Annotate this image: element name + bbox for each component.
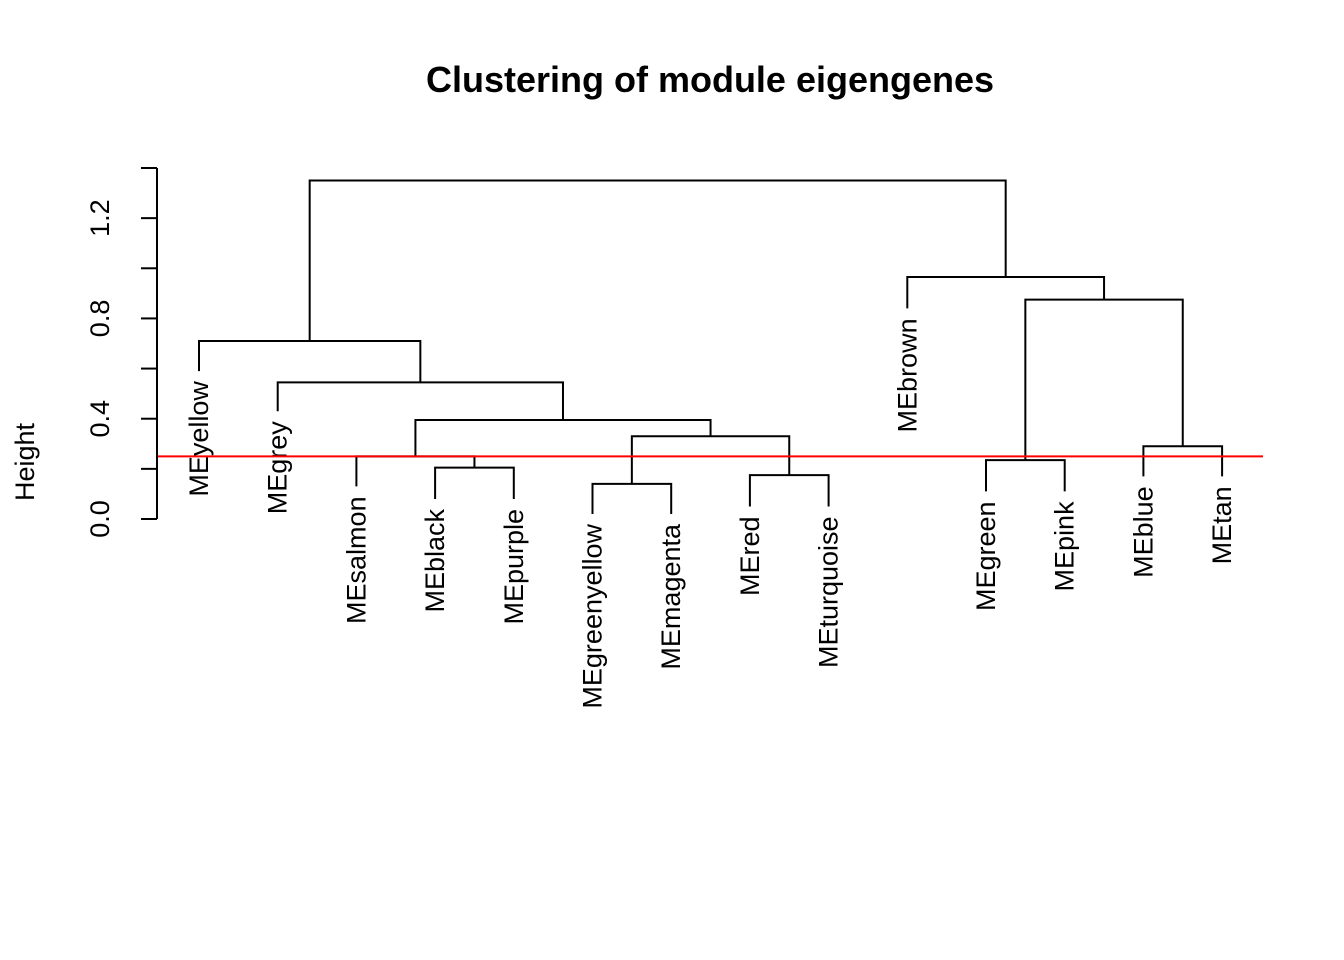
- leaf-label: MEred: [735, 516, 765, 596]
- dendrogram-branch: [591, 482, 673, 514]
- leaf-label: MEsalmon: [341, 496, 371, 624]
- y-tick-label: 0.4: [85, 400, 115, 438]
- leaf-label: MEtan: [1207, 486, 1237, 564]
- y-axis: 0.0 0.4 0.8 1.2: [85, 167, 158, 538]
- leaf-label: MEmagenta: [656, 523, 686, 670]
- y-tick-label: 0.0: [85, 500, 115, 538]
- leaf-labels: MEyellow MEgrey MEsalmon MEblack MEpurple MEg…: [184, 318, 1237, 708]
- dendrogram-branch: [355, 455, 476, 487]
- chart-title: Clustering of module eigengenes: [426, 59, 994, 100]
- dendrogram-branch: [906, 276, 1106, 309]
- dendrogram-branch: [748, 474, 830, 507]
- dendrogram-branch: [198, 339, 422, 383]
- dendrogram-branches: [198, 179, 1224, 514]
- leaf-label: MEpurple: [499, 509, 529, 625]
- dendrogram-branch: [414, 418, 712, 457]
- dendrogram-branch: [276, 381, 564, 420]
- y-tick-label: 1.2: [85, 199, 115, 237]
- leaf-label: MEbrown: [892, 318, 922, 432]
- leaf-label: MEturquoise: [814, 516, 844, 668]
- dendrogram-branch: [1024, 298, 1184, 461]
- dendrogram-branch: [434, 466, 515, 499]
- leaf-label: MEblack: [420, 508, 450, 612]
- y-tick-label: 0.8: [85, 300, 115, 338]
- leaf-label: MEblue: [1128, 486, 1158, 578]
- leaf-label: MEgrey: [263, 421, 293, 515]
- y-axis-label: Height: [10, 422, 40, 501]
- dendrogram-branch: [308, 179, 1007, 341]
- leaf-label: MEgreenyellow: [578, 523, 608, 708]
- leaf-label: MEpink: [1050, 501, 1080, 592]
- leaf-label: MEgreen: [971, 501, 1001, 611]
- dendrogram-branch: [985, 459, 1066, 492]
- dendrogram-branch: [630, 435, 791, 484]
- leaf-label: MEyellow: [184, 381, 214, 497]
- dendrogram-branch: [1142, 445, 1224, 477]
